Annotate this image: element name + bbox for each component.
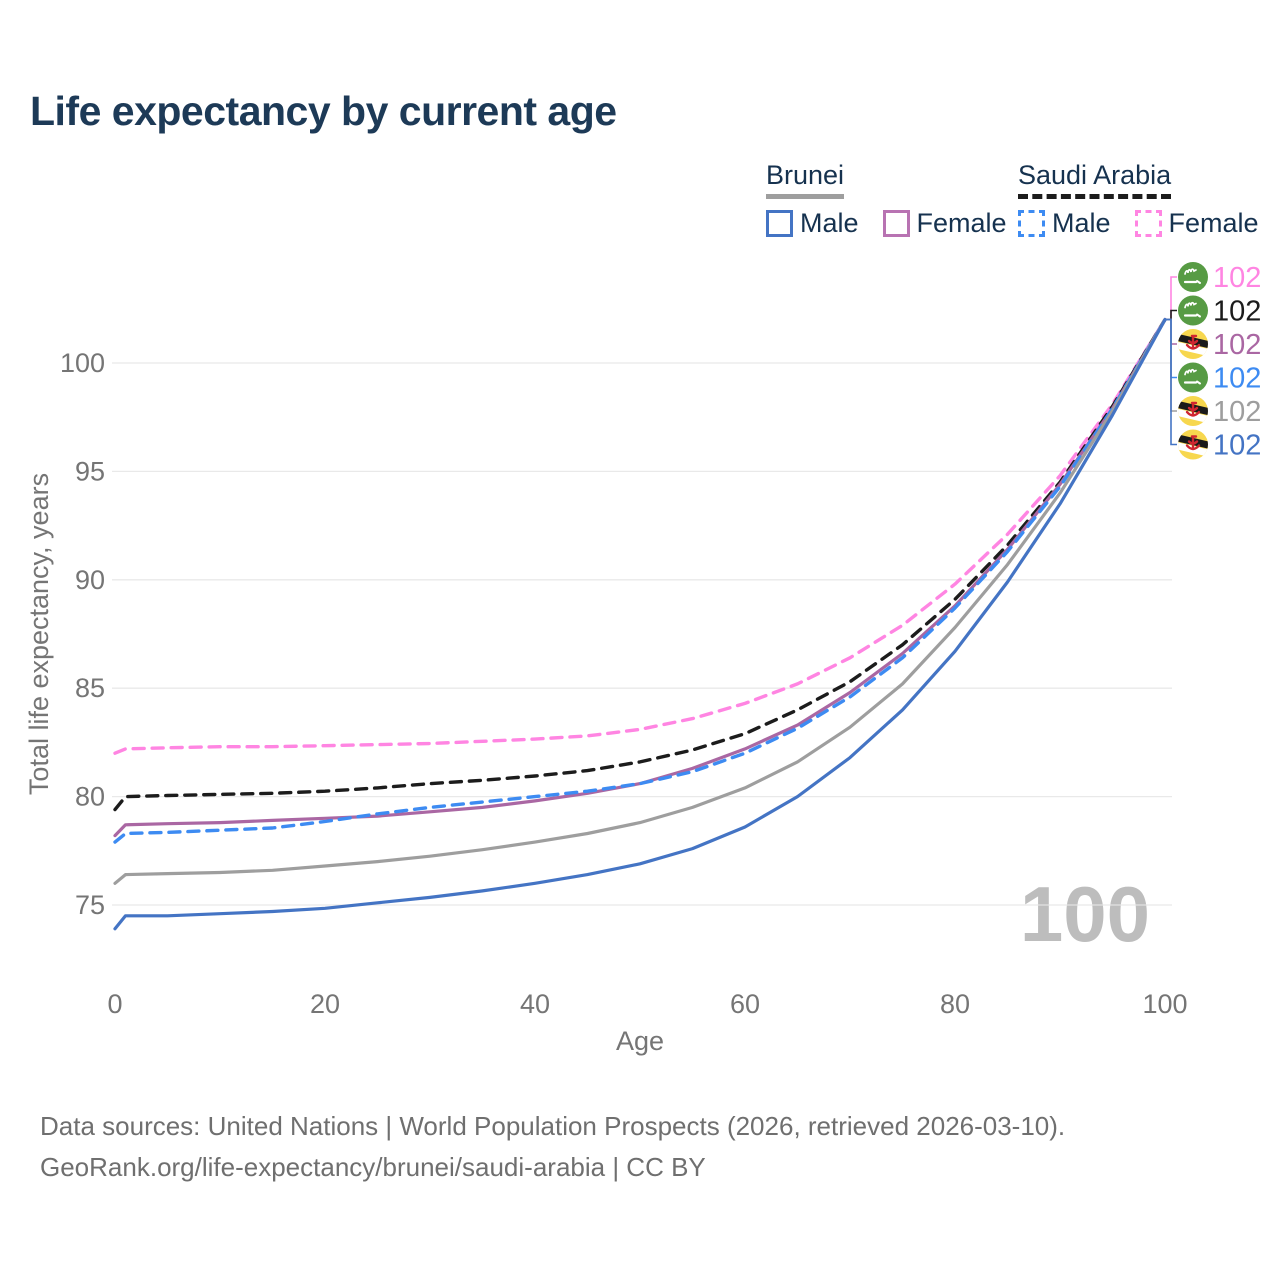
age-watermark: 100 — [1020, 870, 1150, 958]
footer: Data sources: United Nations | World Pop… — [40, 1106, 1065, 1188]
flag-icon-brunei — [1178, 396, 1208, 426]
line-chart: 100 75 80 85 90 95 100 0 20 40 60 80 100 Age Total lif… — [24, 262, 1261, 1056]
flag-icon-saudi-arabia — [1178, 362, 1208, 393]
x-tick-label-60: 60 — [730, 989, 760, 1019]
x-tick-label-20: 20 — [310, 989, 340, 1019]
flag-icon-saudi-arabia — [1178, 262, 1208, 292]
x-tick-label-0: 0 — [107, 989, 122, 1019]
series-line-saudi-arabia-both[interactable] — [113, 317, 1167, 812]
end-label-value-brunei-both: 102 — [1213, 396, 1261, 428]
legend-item-label: Female — [916, 208, 1007, 238]
legend-dashed-line-sample — [1018, 194, 1172, 199]
legend-item-saudi-arabia-male[interactable]: Male — [1018, 208, 1111, 239]
y-tick-label-95: 95 — [75, 456, 105, 486]
series-line-brunei-male[interactable] — [113, 318, 1167, 931]
legend-country-label: Brunei — [766, 160, 845, 190]
legend-swatch-icon — [1018, 210, 1045, 237]
legend-swatch-icon — [766, 210, 793, 237]
legend-item-label: Female — [1168, 208, 1259, 238]
legend-country-saudi-arabia[interactable]: Saudi Arabia — [1018, 160, 1172, 199]
y-tick-label-90: 90 — [75, 565, 105, 595]
end-label-connector-brunei-male — [1166, 318, 1177, 446]
legend-item-brunei-male[interactable]: Male — [766, 208, 859, 239]
y-tick-label-100: 100 — [60, 348, 105, 378]
legend-group-saudi-arabia: Saudi Arabia Male Female — [1018, 160, 1259, 239]
legend-swatch-icon — [882, 210, 910, 237]
series-line-saudi-arabia-male[interactable] — [113, 317, 1167, 844]
legend-swatch-icon — [1134, 210, 1162, 237]
end-label-value-brunei-female: 102 — [1213, 329, 1261, 361]
flag-icon-brunei — [1178, 429, 1208, 460]
flag-icon-saudi-arabia — [1178, 295, 1208, 326]
end-label-value-saudi-arabia-male: 102 — [1213, 363, 1261, 395]
y-tick-label-75: 75 — [75, 890, 105, 920]
legend-country-brunei[interactable]: Brunei — [766, 160, 845, 199]
series-line-saudi-arabia-female[interactable] — [113, 317, 1167, 755]
y-axis-title: Total life expectancy, years — [24, 473, 54, 795]
end-label-value-saudi-arabia-both: 102 — [1213, 296, 1261, 328]
legend-country-label: Saudi Arabia — [1018, 160, 1172, 190]
legend-item-label: Male — [1052, 208, 1111, 238]
legend-solid-line-sample — [766, 194, 845, 199]
flag-icon-brunei — [1178, 329, 1208, 359]
footer-attribution: GeoRank.org/life-expectancy/brunei/saudi… — [40, 1152, 706, 1182]
end-label-value-saudi-arabia-female: 102 — [1213, 262, 1261, 294]
y-tick-label-85: 85 — [75, 673, 105, 703]
series-line-brunei-female[interactable] — [113, 318, 1167, 838]
legend-group-brunei: Brunei Male Female — [766, 160, 1007, 239]
legend-item-label: Male — [800, 208, 859, 238]
end-label-connector-saudi-arabia-both — [1166, 309, 1177, 321]
x-tick-label-80: 80 — [940, 989, 970, 1019]
x-tick-label-40: 40 — [520, 989, 550, 1019]
footer-sources: Data sources: United Nations | World Pop… — [40, 1111, 1066, 1141]
y-tick-label-80: 80 — [75, 782, 105, 812]
legend: Brunei Male Female Saudi Arabia Male Female — [0, 160, 1280, 240]
series-line-brunei-both[interactable] — [113, 318, 1167, 885]
page-title: Life expectancy by current age — [30, 88, 617, 134]
legend-item-saudi-arabia-female[interactable]: Female — [1134, 208, 1259, 239]
legend-item-brunei-female[interactable]: Female — [882, 208, 1007, 239]
x-axis-title: Age — [616, 1026, 664, 1056]
x-tick-label-100: 100 — [1142, 989, 1187, 1019]
end-label-value-brunei-male: 102 — [1213, 430, 1261, 462]
